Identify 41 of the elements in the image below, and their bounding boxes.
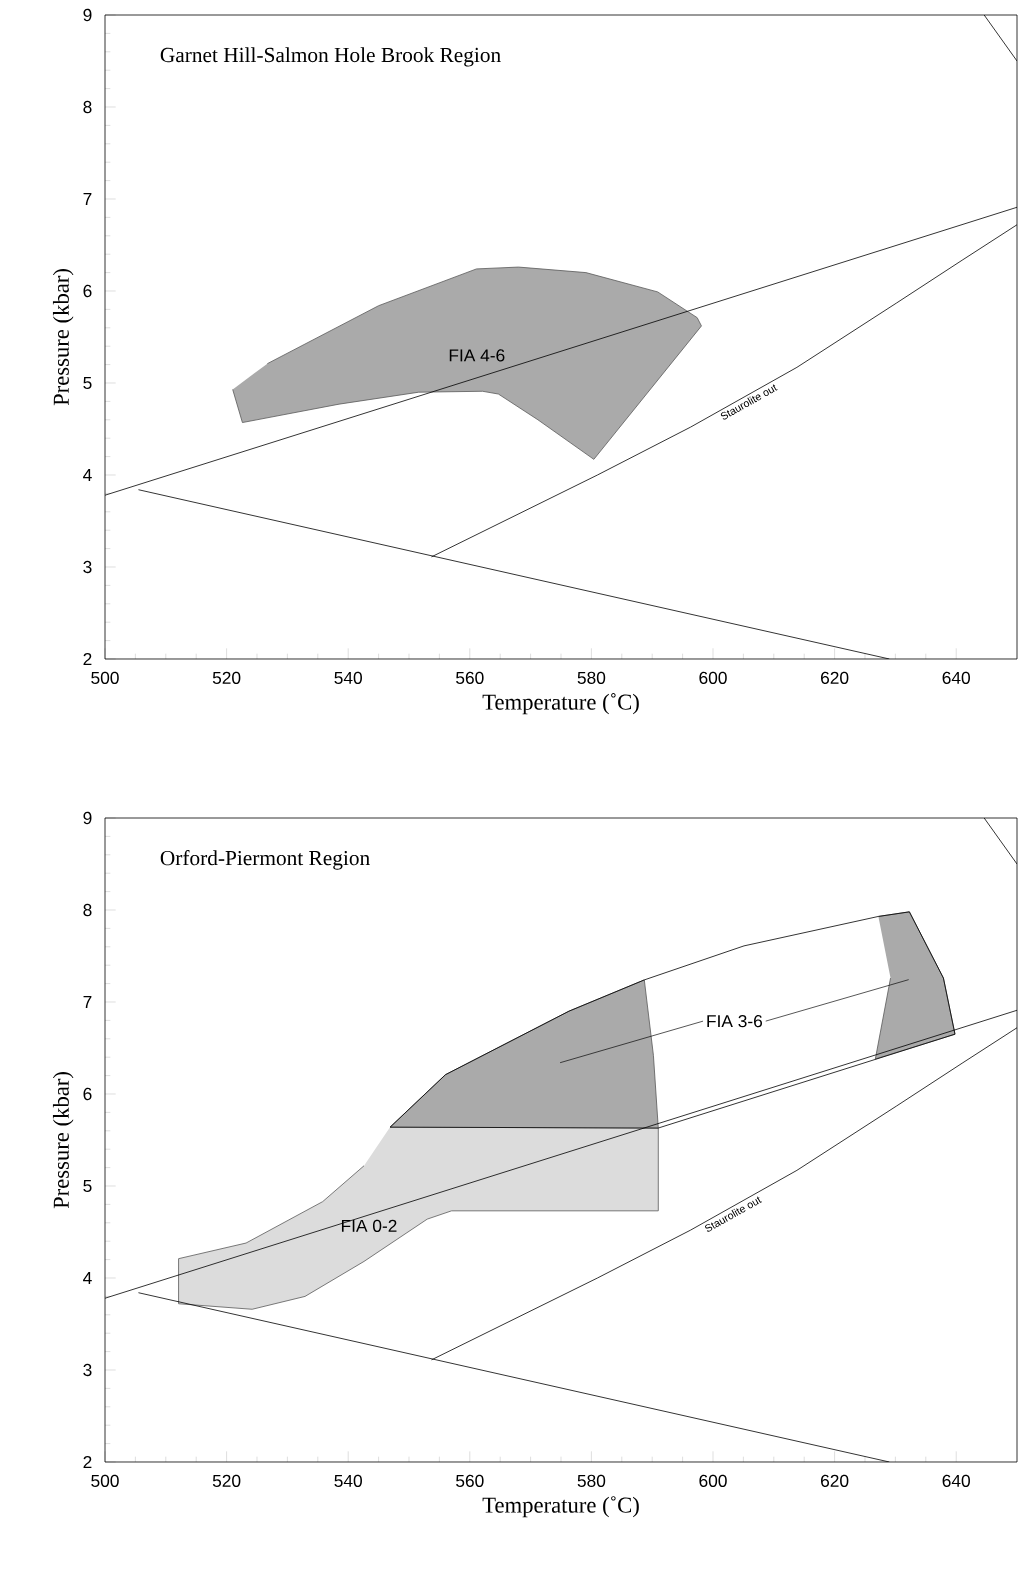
x-tick-label: 500 — [91, 1474, 119, 1487]
y-axis-title: Pressure (kbar) — [52, 1072, 74, 1209]
x-tick-label: 560 — [456, 1474, 484, 1487]
x-tick-label: 580 — [577, 1474, 606, 1487]
y-tick-label: 2 — [83, 652, 92, 666]
x-tick-label: 520 — [212, 1474, 241, 1487]
x-tick-label: 640 — [942, 671, 970, 684]
y-tick-label: 6 — [83, 284, 92, 298]
x-tick-label: 540 — [334, 1474, 362, 1487]
text: Orford-Piermont Region — [160, 850, 370, 870]
series-label: FIA 0-2 — [341, 1219, 397, 1232]
x-tick-label: 540 — [334, 671, 362, 684]
x-tick-label: 600 — [699, 1474, 727, 1487]
text: Garnet Hill-Salmon Hole Brook Region — [160, 47, 501, 67]
x-tick-label: 640 — [942, 1474, 970, 1487]
x-tick-label: 500 — [91, 671, 119, 684]
y-tick-label: 8 — [83, 100, 92, 114]
x-tick-label: 560 — [456, 671, 484, 684]
y-tick-label: 9 — [83, 811, 92, 825]
y-tick-label: 5 — [83, 376, 92, 390]
y-tick-label: 5 — [83, 1179, 92, 1193]
y-tick-label: 7 — [83, 193, 92, 205]
y-tick-label: 9 — [83, 8, 92, 22]
y-tick-label: 2 — [83, 1455, 92, 1469]
x-tick-label: 580 — [577, 671, 606, 684]
y-tick-label: 4 — [83, 469, 92, 481]
y-tick-label: 3 — [83, 560, 92, 574]
y-axis-title: Pressure (kbar) — [52, 269, 74, 406]
x-axis-title: Temperature (˚C) — [482, 693, 639, 715]
text: FIA 3-6 — [707, 1014, 763, 1028]
y-tick-label: 3 — [83, 1363, 92, 1377]
x-axis-title: Temperature (˚C) — [482, 1496, 639, 1518]
series-label: FIA 4-6 — [449, 349, 505, 362]
y-tick-label: 6 — [83, 1087, 92, 1101]
x-tick-label: 600 — [699, 671, 727, 684]
y-tick-label: 4 — [83, 1272, 92, 1284]
x-tick-label: 620 — [821, 1474, 849, 1487]
x-tick-label: 620 — [821, 671, 849, 684]
y-tick-label: 7 — [83, 996, 92, 1008]
x-tick-label: 520 — [212, 671, 241, 684]
y-tick-label: 8 — [83, 903, 92, 917]
